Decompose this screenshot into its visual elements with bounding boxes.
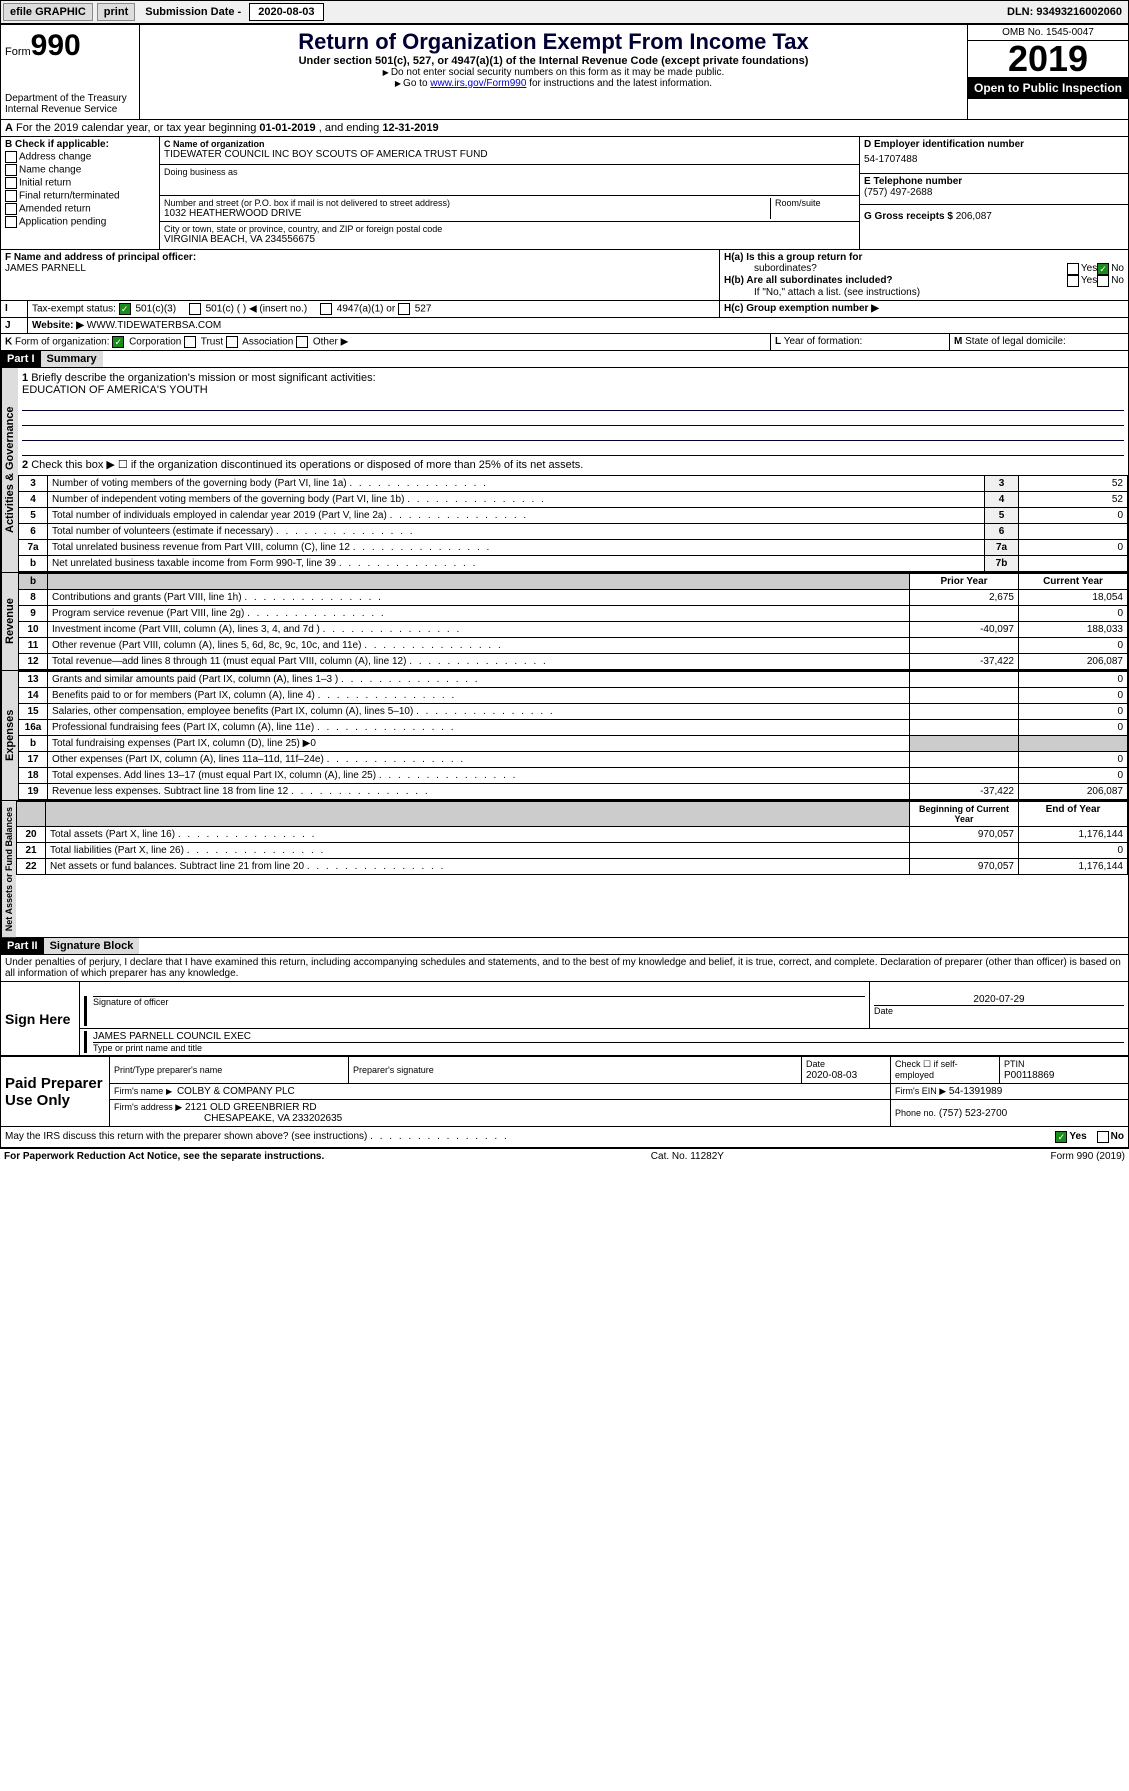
checkbox-pending[interactable] bbox=[5, 216, 17, 228]
dln: DLN: 93493216002060 bbox=[1001, 4, 1128, 20]
cb-4947[interactable] bbox=[320, 303, 332, 315]
website: Website: ▶ WWW.TIDEWATERBSA.COM bbox=[28, 318, 1128, 333]
tax-year: 2019 bbox=[968, 41, 1128, 77]
prep-date: 2020-08-03 bbox=[806, 1070, 857, 1081]
cb-501c3[interactable] bbox=[119, 303, 131, 315]
submission-date: 2020-08-03 bbox=[249, 3, 323, 21]
cb-other[interactable] bbox=[296, 336, 308, 348]
section-f: F Name and address of principal officer:… bbox=[1, 250, 720, 300]
firm-name: COLBY & COMPANY PLC bbox=[177, 1086, 295, 1097]
discuss-yes[interactable] bbox=[1055, 1131, 1067, 1143]
open-inspection: Open to Public Inspection bbox=[968, 77, 1128, 99]
expenses-table: 13Grants and similar amounts paid (Part … bbox=[18, 671, 1128, 800]
cb-501c[interactable] bbox=[189, 303, 201, 315]
checkbox-address[interactable] bbox=[5, 151, 17, 163]
ptin: P00118869 bbox=[1004, 1070, 1054, 1081]
checkbox-final[interactable] bbox=[5, 190, 17, 202]
summary-table: 3Number of voting members of the governi… bbox=[18, 475, 1128, 572]
hb-yes[interactable] bbox=[1067, 275, 1079, 287]
preparer-table: Paid Preparer Use Only Print/Type prepar… bbox=[0, 1056, 1129, 1127]
submission-label: Submission Date - bbox=[137, 4, 249, 20]
state-domicile: M State of legal domicile: bbox=[950, 334, 1128, 350]
discuss-no[interactable] bbox=[1097, 1131, 1109, 1143]
efile-button[interactable]: efile GRAPHIC bbox=[3, 3, 93, 21]
form990-link[interactable]: www.irs.gov/Form990 bbox=[430, 78, 526, 89]
tax-period: A For the 2019 calendar year, or tax yea… bbox=[0, 120, 1129, 137]
checkbox-amended[interactable] bbox=[5, 203, 17, 215]
dept-treasury: Department of the Treasury bbox=[5, 93, 135, 104]
line-j-label: J bbox=[1, 318, 28, 333]
vert-revenue: Revenue bbox=[1, 573, 18, 670]
goto-note: Go to www.irs.gov/Form990 for instructio… bbox=[144, 78, 963, 89]
vert-expenses: Expenses bbox=[1, 671, 18, 800]
perjury-declaration: Under penalties of perjury, I declare th… bbox=[0, 955, 1129, 982]
officer-name: JAMES PARNELL bbox=[5, 263, 715, 274]
ssn-note: Do not enter social security numbers on … bbox=[144, 67, 963, 78]
form-number: 990 bbox=[31, 29, 81, 62]
form-of-org: K Form of organization: Corporation Trus… bbox=[1, 334, 771, 350]
revenue-table: bPrior YearCurrent Year 8Contributions a… bbox=[18, 573, 1128, 670]
firm-phone: (757) 523-2700 bbox=[939, 1108, 1007, 1119]
right-col: D Employer identification number 54-1707… bbox=[860, 137, 1128, 249]
section-c: C Name of organization TIDEWATER COUNCIL… bbox=[160, 137, 860, 249]
entity-block: B Check if applicable: Address change Na… bbox=[0, 137, 1129, 250]
org-name: TIDEWATER COUNCIL INC BOY SCOUTS OF AMER… bbox=[164, 149, 855, 160]
section-h: H(a) Is this a group return for subordin… bbox=[720, 250, 1128, 300]
mission-text: EDUCATION OF AMERICA'S YOUTH bbox=[22, 384, 1124, 396]
ha-yes[interactable] bbox=[1067, 263, 1079, 275]
checkbox-name[interactable] bbox=[5, 164, 17, 176]
officer-name-title: JAMES PARNELL COUNCIL EXEC bbox=[93, 1031, 1124, 1042]
year-formation: L Year of formation: bbox=[771, 334, 950, 350]
hb-no[interactable] bbox=[1097, 275, 1109, 287]
paid-preparer-label: Paid Preparer Use Only bbox=[1, 1057, 110, 1127]
main-title: Return of Organization Exempt From Incom… bbox=[144, 29, 963, 55]
irs: Internal Revenue Service bbox=[5, 104, 135, 115]
form-header: Form990 Department of the Treasury Inter… bbox=[0, 24, 1129, 120]
tax-exempt-status: Tax-exempt status: 501(c)(3) 501(c) ( ) … bbox=[28, 301, 720, 317]
top-bar: efile GRAPHIC print Submission Date - 20… bbox=[0, 0, 1129, 24]
ha-no[interactable] bbox=[1097, 263, 1109, 275]
vert-netassets: Net Assets or Fund Balances bbox=[1, 801, 16, 937]
firm-ein: 54-1391989 bbox=[949, 1086, 1002, 1097]
subtitle: Under section 501(c), 527, or 4947(a)(1)… bbox=[144, 55, 963, 67]
part-i: Part ISummary bbox=[0, 351, 1129, 368]
telephone: (757) 497-2688 bbox=[864, 187, 1124, 198]
section-hc: H(c) Group exemption number ▶ bbox=[720, 301, 1128, 317]
section-b: B Check if applicable: Address change Na… bbox=[1, 137, 160, 249]
cb-527[interactable] bbox=[398, 303, 410, 315]
ein: 54-1707488 bbox=[864, 154, 1124, 165]
line-i-label: I bbox=[1, 301, 28, 317]
sign-date: 2020-07-29 bbox=[874, 994, 1124, 1005]
form-word: Form bbox=[5, 46, 31, 58]
gross-receipts: 206,087 bbox=[956, 211, 992, 222]
cb-trust[interactable] bbox=[184, 336, 196, 348]
cb-assoc[interactable] bbox=[226, 336, 238, 348]
city-state-zip: VIRGINIA BEACH, VA 234556675 bbox=[164, 234, 855, 245]
sign-here-label: Sign Here bbox=[1, 982, 80, 1056]
footer: For Paperwork Reduction Act Notice, see … bbox=[0, 1148, 1129, 1164]
firm-address: 2121 OLD GREENBRIER RD bbox=[185, 1102, 317, 1113]
discuss-row: May the IRS discuss this return with the… bbox=[0, 1127, 1129, 1148]
street-address: 1032 HEATHERWOOD DRIVE bbox=[164, 208, 770, 219]
checkbox-initial[interactable] bbox=[5, 177, 17, 189]
vert-activities: Activities & Governance bbox=[1, 368, 18, 572]
netassets-table: Beginning of Current YearEnd of Year 20T… bbox=[16, 801, 1128, 875]
signature-table: Sign Here Signature of officer 2020-07-2… bbox=[0, 982, 1129, 1056]
part-ii: Part IISignature Block bbox=[0, 938, 1129, 955]
print-button[interactable]: print bbox=[97, 3, 135, 21]
cb-corp[interactable] bbox=[112, 336, 124, 348]
